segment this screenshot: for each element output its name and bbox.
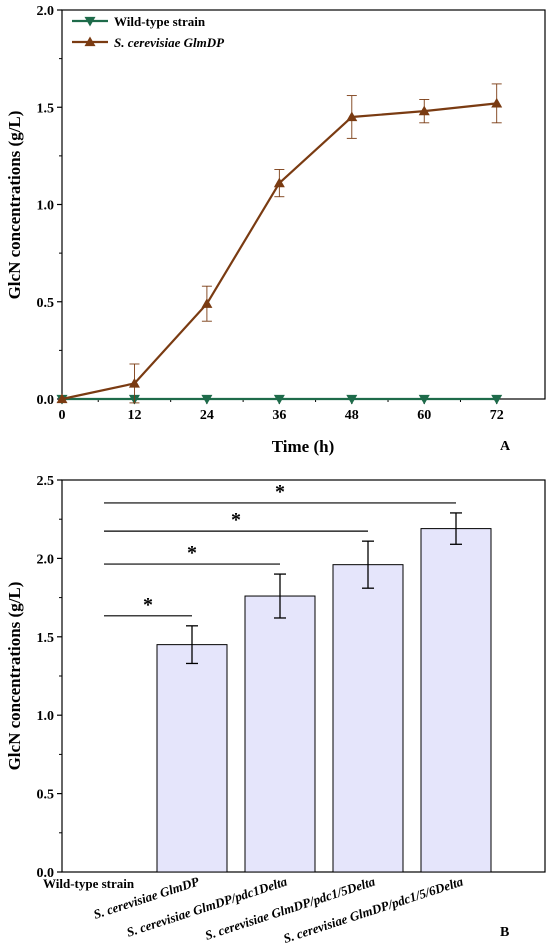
panel-a-ticks: 0 12 24 36 48 60 72 0.0 0.5 1.0 1.5 2.0	[37, 4, 504, 423]
panel-b-significance-star: *	[275, 481, 285, 503]
panel-a-x-tick-label: 48	[345, 408, 359, 423]
panel-a-data-point	[56, 393, 68, 404]
panel-b-y-tick-label: 0.5	[37, 788, 55, 803]
panel-a-data-point	[346, 394, 358, 405]
panel-b-y-tick-label: 2.0	[37, 552, 55, 567]
panel-a-y-tick-label: 0.0	[37, 393, 55, 408]
panel-a-x-tick-label: 24	[200, 408, 214, 423]
panel-a-data-point	[201, 394, 213, 405]
panel-a-y-tick-label: 1.5	[37, 101, 55, 116]
panel-a-data-point	[128, 377, 140, 388]
panel-b-bar	[332, 564, 404, 873]
panel-b-bars	[156, 512, 492, 873]
panel-b-bar-chart: 0.0 0.5 1.0 1.5 2.0 2.5 * * * * Wild-type strain…	[5, 474, 546, 943]
panel-a-series-line	[61, 102, 497, 401]
panel-a-data-point	[418, 105, 430, 116]
panel-b-category-label: Wild-type strain	[43, 876, 135, 891]
panel-b-ticks: 0.0 0.5 1.0 1.5 2.0 2.5	[37, 474, 62, 881]
panel-a-y-tick-label: 1.0	[37, 199, 55, 214]
panel-a-line-chart: 0 12 24 36 48 60 72 0.0 0.5 1.0 1.5 2.0 Wild-type s…	[5, 4, 546, 456]
panel-b-y-tick-label: 2.5	[37, 474, 55, 489]
panel-a-data-point	[491, 97, 503, 108]
panel-b-bar	[244, 595, 316, 873]
panel-a-y-axis-title: GlcN concentrations (g/L)	[5, 111, 24, 300]
panel-a-series	[56, 83, 503, 405]
panel-b-y-tick-label: 1.5	[37, 631, 55, 646]
panel-b-significance-star: *	[187, 542, 197, 564]
panel-a-y-tick-label: 0.5	[37, 296, 55, 311]
panel-a-data-point	[201, 298, 213, 308]
panel-b-y-tick-label: 0.0	[37, 866, 55, 881]
panel-b-tag: B	[500, 925, 509, 940]
panel-b-significance-star: *	[231, 509, 241, 531]
panel-a-x-tick-label: 72	[490, 408, 504, 423]
panel-a-x-tick-label: 12	[127, 408, 141, 423]
panel-b-significance-star: *	[143, 594, 153, 616]
panel-a-tag: A	[500, 439, 511, 454]
panel-b-y-tick-label: 1.0	[37, 709, 55, 724]
panel-b-bar	[156, 644, 228, 873]
panel-a-legend-label: S. cerevisiae GlmDP	[114, 35, 225, 50]
panel-a-data-point	[346, 111, 358, 122]
panel-b-y-axis-title: GlcN concentrations (g/L)	[5, 582, 24, 771]
panel-a-plot-frame	[61, 9, 546, 400]
panel-a-x-axis-title: Time (h)	[272, 437, 335, 456]
panel-a-data-point	[273, 177, 285, 188]
panel-a-x-tick-label: 60	[417, 408, 431, 423]
panel-b-bar	[420, 528, 492, 873]
panel-a-data-point	[273, 394, 285, 405]
panel-a-legend: Wild-type strain S. cerevisiae GlmDP	[72, 14, 225, 50]
panel-a-x-tick-label: 36	[272, 408, 286, 423]
panel-a-legend-marker	[84, 16, 96, 27]
panel-a-y-tick-label: 2.0	[37, 4, 55, 19]
panel-b-significance: * * * *	[104, 481, 456, 617]
panel-a-x-tick-label: 0	[59, 408, 66, 423]
panel-a-legend-label: Wild-type strain	[114, 14, 206, 29]
panel-a-legend-marker	[84, 36, 96, 47]
panel-a-data-point	[418, 394, 430, 405]
panel-a-data-point	[491, 394, 503, 405]
